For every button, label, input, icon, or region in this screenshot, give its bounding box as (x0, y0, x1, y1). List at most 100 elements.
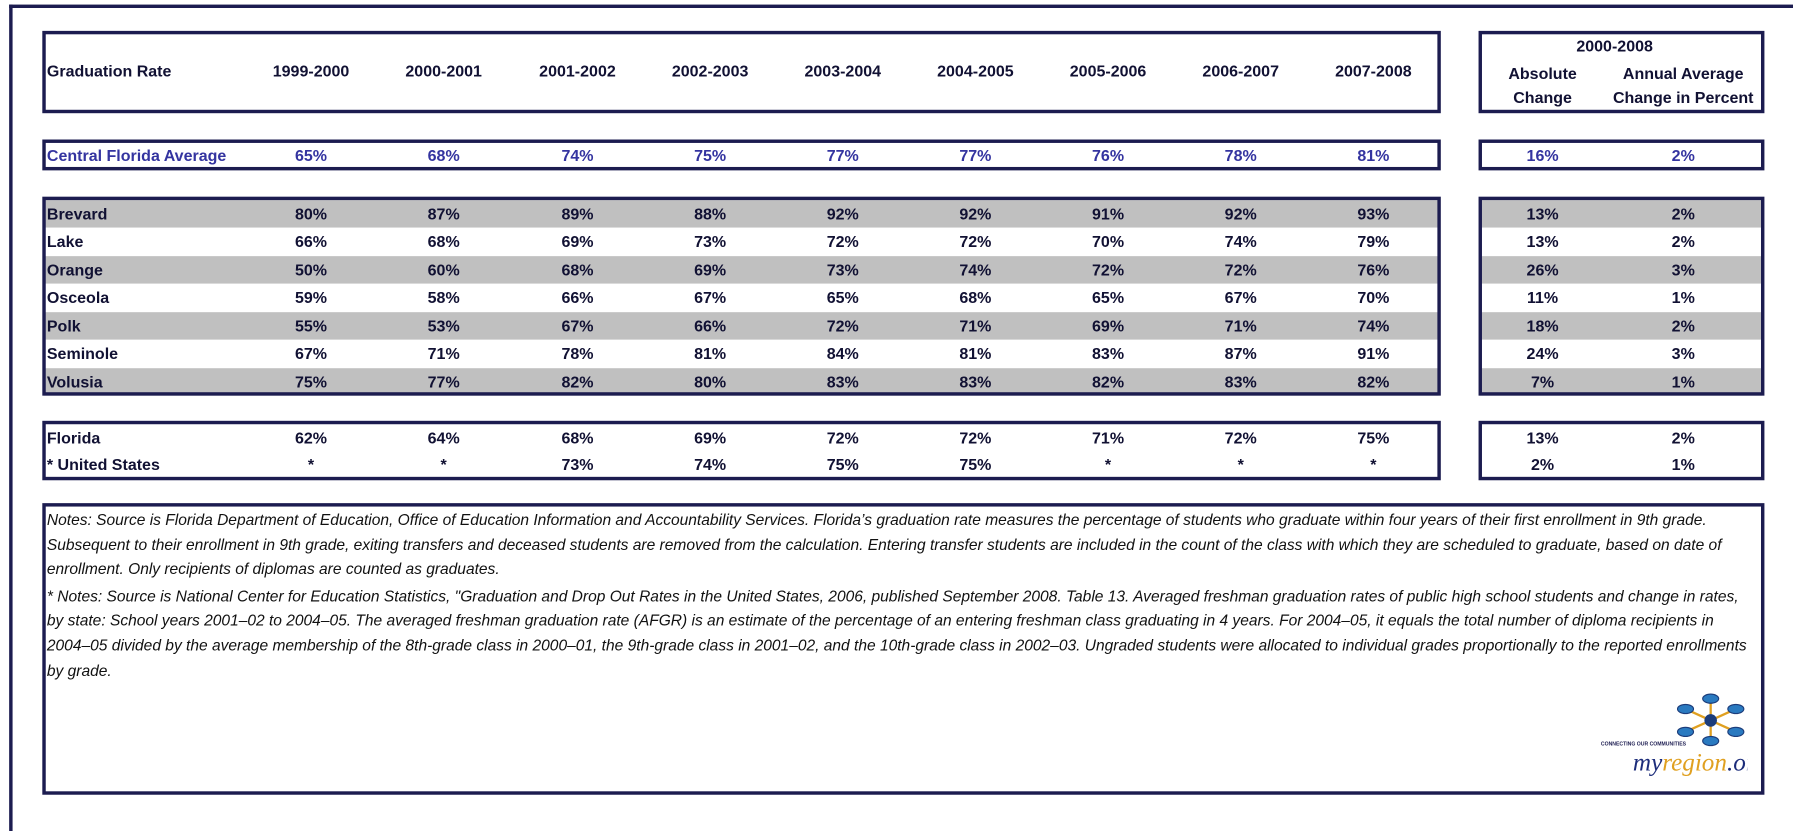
cell: 89% (561, 204, 594, 223)
cell: 78% (1224, 145, 1257, 165)
cell: 24% (1526, 344, 1559, 363)
logo-part: region (1662, 750, 1727, 777)
counties-change-box (1478, 196, 1765, 396)
cell: 68% (561, 428, 594, 448)
cell: 2% (1671, 204, 1695, 223)
row-shade (43, 367, 1439, 396)
cell: 16% (1526, 145, 1559, 165)
cell: 55% (295, 316, 328, 335)
cell: 76% (1357, 260, 1390, 279)
cell: 92% (826, 204, 859, 223)
cell: 81% (1357, 145, 1390, 165)
note: * Notes: Source is National Center for E… (46, 587, 1747, 679)
row-shade (1479, 199, 1763, 227)
cell: 92% (959, 204, 992, 223)
row-shade (43, 255, 1439, 284)
row-name: Orange (46, 260, 103, 279)
cell: 84% (826, 344, 859, 363)
row-shade (43, 199, 1439, 227)
row-name: * United States (46, 455, 160, 474)
cell: 66% (561, 288, 594, 307)
row-shade (1479, 367, 1763, 396)
cell: 74% (561, 145, 594, 165)
row-name: Polk (46, 316, 81, 335)
header-year: 1999-2000 (272, 61, 350, 81)
cell: 82% (1357, 372, 1390, 391)
cell: 79% (1357, 232, 1390, 251)
cell: 70% (1092, 232, 1125, 251)
cell: 80% (295, 204, 328, 223)
cell: 72% (959, 428, 992, 448)
logo-part: .org (1727, 750, 1747, 777)
cell: 78% (561, 344, 594, 363)
cell: 2% (1671, 232, 1695, 251)
cell: 87% (1224, 344, 1257, 363)
cell: 58% (427, 288, 460, 307)
cell: 81% (694, 344, 727, 363)
cell: 65% (826, 288, 859, 307)
cell: 72% (959, 232, 992, 251)
cell: 66% (295, 232, 328, 251)
cell: 3% (1671, 344, 1695, 363)
cell: 7% (1531, 372, 1555, 391)
cell: 53% (427, 316, 460, 335)
header-year: 2001-2002 (539, 61, 616, 81)
cell: 69% (561, 232, 594, 251)
cell: 26% (1526, 260, 1559, 279)
cell: 68% (427, 145, 460, 165)
cell: 72% (1224, 428, 1257, 448)
cell: 67% (694, 288, 727, 307)
cell: 74% (959, 260, 992, 279)
cell: 69% (694, 428, 727, 448)
cell: 64% (427, 428, 460, 448)
cell: 2% (1671, 316, 1695, 335)
header-label: Graduation Rate (46, 61, 172, 81)
cell: 74% (694, 455, 727, 474)
cell: 11% (1527, 288, 1559, 307)
cell: 71% (1224, 316, 1257, 335)
cell: 1% (1671, 372, 1695, 391)
cell: 68% (427, 232, 460, 251)
cell: 77% (427, 372, 460, 391)
row-name: Central Florida Average (46, 145, 227, 165)
cell: 77% (826, 145, 859, 165)
cell: * (1237, 455, 1244, 474)
cell: 13% (1526, 428, 1559, 448)
average-change-box (1478, 139, 1765, 171)
cell: 1% (1671, 288, 1695, 307)
counties-box (42, 196, 1441, 396)
logo-text: myregion.org (1633, 750, 1747, 777)
cell: 73% (561, 455, 594, 474)
state-box (42, 420, 1441, 481)
cell: 75% (959, 455, 992, 474)
cell: 83% (1092, 344, 1125, 363)
cell: 73% (694, 232, 727, 251)
cell: 18% (1526, 316, 1559, 335)
cell: 65% (1092, 288, 1125, 307)
state-change-box (1478, 420, 1765, 481)
cell: 67% (1224, 288, 1257, 307)
logo: CONNECTING OUR COMMUNITIES myregion.org (1601, 693, 1747, 777)
row-name: Lake (46, 232, 84, 251)
cell: 69% (1092, 316, 1125, 335)
cell: 74% (1357, 316, 1390, 335)
row-name: Florida (46, 428, 101, 448)
cell: 82% (561, 372, 594, 391)
cell: 70% (1357, 288, 1390, 307)
row-name: Volusia (46, 372, 103, 391)
cell: 91% (1357, 344, 1390, 363)
header-year: 2003-2004 (804, 61, 882, 81)
cell: 72% (1224, 260, 1257, 279)
row-shade (1479, 311, 1763, 340)
header-year: 2002-2003 (671, 61, 749, 81)
cell: 75% (826, 455, 859, 474)
cell: 72% (826, 232, 859, 251)
cell: * (1370, 455, 1377, 474)
notes-box (42, 503, 1765, 795)
header-year: 2004-2005 (937, 61, 1014, 81)
cell: 82% (1092, 372, 1125, 391)
cell: 93% (1357, 204, 1390, 223)
cell: 72% (1092, 260, 1125, 279)
cell: 13% (1526, 232, 1559, 251)
